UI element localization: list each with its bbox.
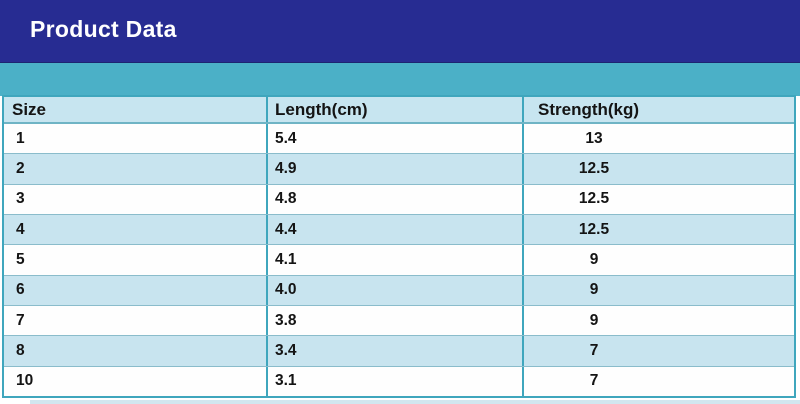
table-row: 3 4.8 12.5 [4,184,794,215]
column-header-strength: Strength(kg) [538,99,640,119]
table-header-row: Size Length(cm) Strength(kg) [4,97,794,124]
strength-value: 9 [589,250,599,268]
size-cell: 3 [4,184,268,214]
product-data-table: Size Length(cm) Strength(kg) 1 5.4 13 2 … [2,95,796,398]
strength-cell: 12.5 [524,154,794,183]
strength-cell: 12.5 [524,215,794,244]
strength-value: 7 [589,372,599,390]
length-cell: 4.0 [268,275,524,305]
length-cell: 3.1 [268,366,524,396]
table-row: 1 5.4 13 [4,124,794,155]
accent-band [0,62,800,96]
size-cell: 10 [4,366,268,396]
bottom-edge-strip [30,400,800,404]
strength-cell: 9 [524,306,794,335]
strength-value: 12.5 [578,190,610,208]
strength-cell: 7 [524,367,794,396]
length-cell: 4.4 [268,214,524,245]
length-cell: 3.4 [268,336,524,366]
size-cell: 8 [4,336,268,366]
length-cell: 4.1 [268,245,524,275]
length-cell: 5.4 [268,124,524,154]
table-row: 2 4.9 12.5 [4,154,794,185]
size-cell: 5 [4,245,268,275]
size-cell: 2 [4,154,268,184]
size-cell: 6 [4,275,268,305]
header-banner: Product Data [0,0,800,62]
strength-cell: 9 [524,276,794,305]
strength-value: 12.5 [578,220,610,238]
table-row: 6 4.0 9 [4,275,794,306]
strength-value: 13 [585,129,603,147]
size-cell: 4 [4,214,268,245]
length-cell: 4.8 [268,184,524,214]
size-cell: 1 [4,124,268,154]
strength-value: 9 [589,311,599,329]
column-header-size: Size [4,97,268,122]
table-row: 10 3.1 7 [4,366,794,396]
strength-value: 7 [589,341,599,359]
strength-cell: 12.5 [524,185,794,214]
table-row: 7 3.8 9 [4,305,794,337]
strength-value: 12.5 [578,159,610,177]
size-cell: 7 [4,305,268,336]
strength-value: 9 [589,281,599,299]
strength-cell: 13 [524,124,794,153]
length-cell: 3.8 [268,305,524,336]
table-row: 4 4.4 12.5 [4,214,794,246]
page-title: Product Data [30,15,177,42]
strength-cell: 7 [524,336,794,365]
table-row: 8 3.4 7 [4,336,794,367]
column-header-length: Length(cm) [268,97,524,122]
length-cell: 4.9 [268,154,524,184]
table-row: 5 4.1 9 [4,245,794,276]
strength-cell: 9 [524,245,794,274]
